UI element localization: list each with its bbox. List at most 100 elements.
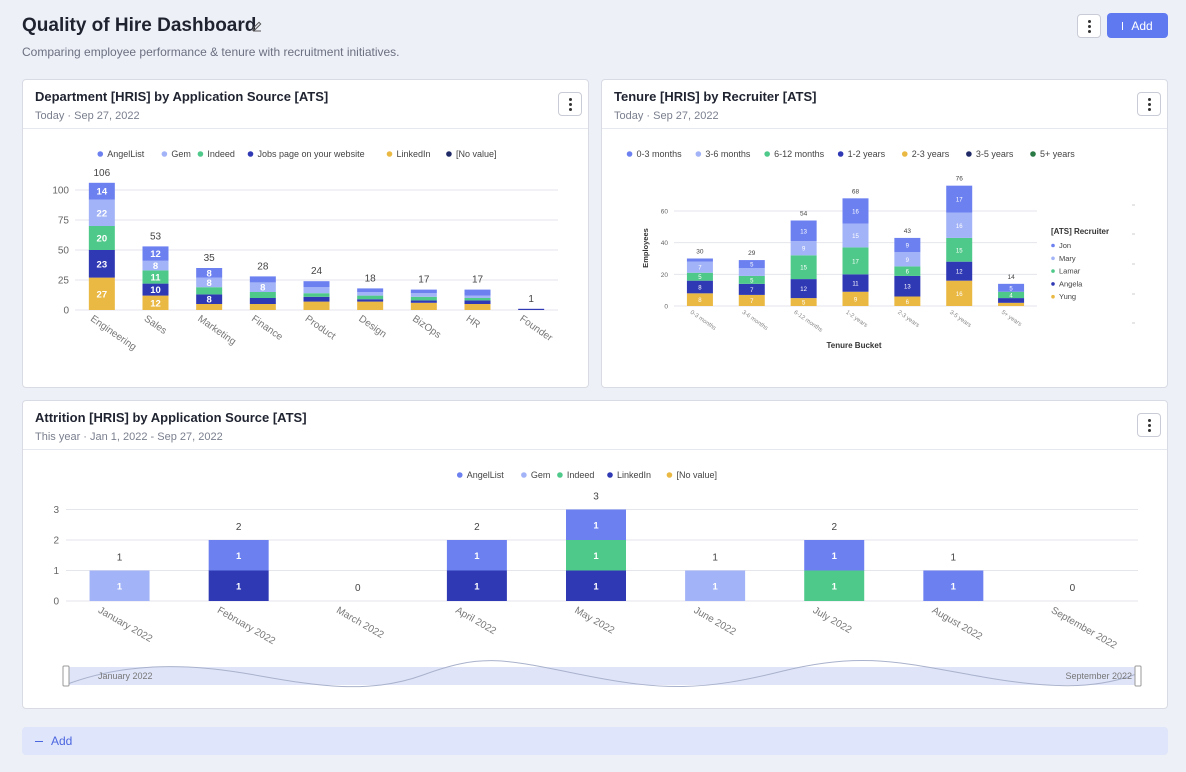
legend-label: [No value]	[456, 149, 497, 159]
card-menu-button[interactable]	[558, 92, 582, 116]
legend-item[interactable]: [No value]	[666, 470, 717, 480]
data-label: 17	[956, 198, 963, 204]
data-label: 13	[904, 285, 911, 291]
bar-segment	[842, 223, 869, 248]
bar-segment	[196, 304, 223, 310]
data-label: 1	[474, 551, 480, 562]
data-label: 8	[207, 278, 212, 289]
card-menu-button[interactable]	[1137, 413, 1161, 437]
legend-item[interactable]: 3-5 years	[966, 149, 1014, 159]
legend-item[interactable]: AngelList	[456, 470, 504, 480]
legend-item[interactable]: Indeed	[557, 470, 594, 480]
tenure-stacked-bar-chart: 0-3 months 3-6 months 6-12 months 1-2 years…	[626, 149, 1135, 350]
legend-swatch	[557, 472, 563, 478]
side-legend-label: Mary	[1059, 254, 1076, 263]
bar-segment	[357, 288, 384, 292]
add-widget-label: Add	[51, 734, 73, 748]
total-label: 43	[904, 228, 912, 235]
bar-segment	[946, 185, 973, 213]
x-tick-label: September 2022	[1049, 605, 1119, 652]
range-slider-handle-end[interactable]	[1134, 665, 1142, 687]
bar-segment	[685, 570, 746, 601]
bar-segment	[410, 293, 437, 297]
more-vertical-icon	[1087, 19, 1091, 33]
range-slider-handle-start[interactable]	[62, 665, 70, 687]
add-button[interactable]: Add	[1107, 13, 1168, 38]
legend-item[interactable]: 1-2 years	[837, 149, 886, 159]
total-label: 106	[93, 168, 110, 179]
side-legend-swatch	[1051, 282, 1055, 286]
bar-segment	[196, 277, 223, 288]
bar-segment	[842, 198, 869, 224]
legend-item[interactable]: Gem	[521, 470, 550, 480]
bar-segment	[518, 308, 545, 310]
y-tick-label: 40	[661, 240, 669, 247]
range-start-label: January 2022	[98, 671, 153, 681]
y-tick-label: 2	[53, 536, 59, 547]
bar-segment	[357, 301, 384, 310]
bar-segment	[894, 296, 921, 306]
bar-segment	[88, 182, 115, 200]
bar-segment	[142, 295, 169, 310]
pencil-icon[interactable]	[251, 20, 263, 32]
bar-segment	[804, 540, 865, 571]
legend-item[interactable]: 2-3 years	[901, 149, 950, 159]
card-menu-button[interactable]	[1137, 92, 1161, 116]
x-tick-label: 6-12 months	[792, 310, 823, 334]
legend-item[interactable]: [No value]	[446, 149, 496, 159]
legend-item[interactable]: 0-3 months	[626, 149, 683, 159]
x-tick-label: Sales	[142, 313, 169, 336]
legend-swatch	[456, 472, 463, 478]
bar-segment	[446, 570, 507, 601]
bar-segment	[88, 250, 115, 278]
bar-segment	[738, 268, 765, 276]
legend-item[interactable]: LinkedIn	[386, 149, 431, 159]
legend-label: 5+ years	[1040, 149, 1075, 159]
side-legend-title: [ATS] Recruiter	[1051, 227, 1109, 236]
bar-segment	[142, 283, 169, 296]
legend-item[interactable]: Gem	[161, 149, 191, 159]
y-tick-label: 75	[58, 216, 70, 227]
legend-item[interactable]: LinkedIn	[607, 470, 651, 480]
bar-segment	[842, 291, 869, 306]
x-tick-label: 2-3 years	[896, 310, 920, 329]
data-label: 11	[852, 282, 859, 288]
bar-segment	[357, 299, 384, 302]
bar-segment	[410, 300, 437, 303]
y-tick-label: 25	[58, 276, 70, 287]
add-widget-button[interactable]: Add	[22, 727, 1168, 755]
legend-label: 2-3 years	[912, 149, 950, 159]
bar-segment	[686, 280, 713, 294]
bar-segment	[303, 287, 330, 294]
data-label: 6	[906, 300, 910, 306]
x-tick-label: 5+ years	[1000, 310, 1022, 328]
data-label: 16	[956, 292, 963, 298]
x-tick-label: June 2022	[692, 605, 738, 638]
legend-item[interactable]: Jobs page on your website	[247, 149, 365, 159]
legend-label: 0-3 months	[637, 149, 683, 159]
total-label: 28	[257, 261, 269, 272]
card-title: Tenure [HRIS] by Recruiter [ATS]	[614, 89, 817, 104]
card-date: Today · Sep 27, 2022	[35, 110, 140, 122]
plus-icon	[35, 740, 43, 742]
legend-swatch	[626, 151, 633, 157]
total-label: 76	[956, 176, 964, 183]
total-label: 0	[1070, 583, 1076, 594]
dashboard-menu-button[interactable]	[1077, 14, 1101, 38]
total-label: 17	[472, 275, 484, 286]
data-label: 1	[236, 551, 242, 562]
legend-item[interactable]: 6-12 months	[764, 149, 825, 159]
bar-segment	[566, 570, 626, 601]
legend-label: Indeed	[207, 149, 235, 159]
side-legend-label: Yung	[1059, 292, 1076, 301]
data-label: 1	[593, 520, 599, 531]
legend-item[interactable]: 3-6 months	[695, 149, 751, 159]
legend-item[interactable]: Indeed	[197, 149, 235, 159]
bar-segment	[410, 289, 437, 294]
more-vertical-icon	[1147, 418, 1151, 432]
data-label: 17	[852, 259, 859, 265]
legend-item[interactable]: AngelList	[97, 149, 145, 159]
total-label: 1	[951, 553, 957, 564]
legend-item[interactable]: 5+ years	[1030, 149, 1075, 159]
card-title: Department [HRIS] by Application Source …	[35, 89, 329, 104]
